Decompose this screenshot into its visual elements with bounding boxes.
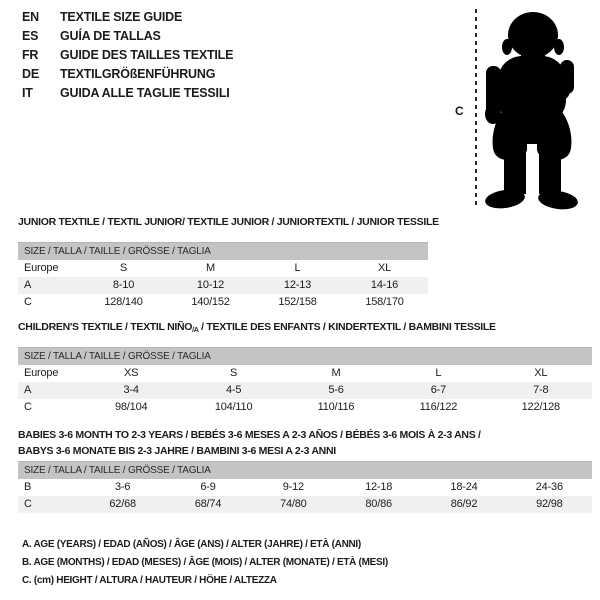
size-cell: M bbox=[331, 367, 341, 379]
lang-code: FR bbox=[22, 48, 39, 62]
row-label: C bbox=[24, 401, 32, 413]
lang-row-it: IT GUIDA ALLE TAGLIE TESSILI bbox=[22, 84, 233, 103]
size-cell: M bbox=[206, 262, 215, 274]
size-cell: 24-36 bbox=[535, 481, 563, 493]
size-cell: 110/116 bbox=[317, 401, 355, 413]
size-cell: 152/158 bbox=[278, 296, 317, 308]
babies-size-table: SIZE / TALLA / TAILLE / GRÖSSE / TAGLIA … bbox=[18, 461, 592, 513]
row-label: A bbox=[24, 279, 32, 291]
row-label: Europe bbox=[24, 367, 59, 379]
title-line-2: BABYS 3-6 MONATE BIS 2-3 JAHRE / BAMBINI… bbox=[18, 445, 336, 457]
size-cell: 74/80 bbox=[280, 498, 307, 510]
children-table-title: CHILDREN'S TEXTILE / TEXTIL NIÑO/A / TEX… bbox=[18, 321, 496, 334]
size-cell: 6-9 bbox=[200, 481, 216, 493]
table-row-height: C 98/104 104/110 110/116 116/122 122/128 bbox=[18, 399, 592, 416]
row-label: C bbox=[24, 296, 32, 308]
size-cell: 86/92 bbox=[450, 498, 478, 510]
legend: A. AGE (YEARS) / EDAD (AÑOS) / ÂGE (ANS)… bbox=[22, 536, 388, 590]
size-cell: L bbox=[435, 367, 442, 379]
size-cell: 80/86 bbox=[365, 498, 392, 510]
size-cell: 98/104 bbox=[114, 401, 148, 413]
size-cell: 4-5 bbox=[225, 384, 242, 396]
table-row-height: C 62/68 68/74 74/80 80/86 86/92 92/98 bbox=[18, 496, 592, 513]
size-cell: 158/170 bbox=[365, 296, 404, 308]
lang-code: ES bbox=[22, 29, 39, 43]
lang-code: DE bbox=[22, 67, 39, 81]
row-label: A bbox=[24, 384, 32, 396]
size-cell: 14-16 bbox=[370, 279, 399, 291]
size-cell: 116/122 bbox=[419, 401, 458, 413]
title-text: / TEXTILE DES ENFANTS / KINDERTEXTIL / B… bbox=[198, 321, 496, 333]
size-cell: 5-6 bbox=[328, 384, 344, 396]
row-label: C bbox=[24, 498, 32, 510]
size-cell: 3-6 bbox=[115, 481, 131, 493]
lang-title: TEXTILE SIZE GUIDE bbox=[60, 10, 183, 24]
title-subscript: /A bbox=[192, 327, 199, 334]
legend-line-b: B. AGE (MONTHS) / EDAD (MESES) / ÂGE (MO… bbox=[22, 557, 388, 568]
lang-title: GUÍA DE TALLAS bbox=[60, 29, 161, 43]
table-row-height: C 128/140 140/152 152/158 158/170 bbox=[18, 294, 428, 311]
babies-table-title: BABIES 3-6 MONTH TO 2-3 YEARS / BEBÉS 3-… bbox=[18, 427, 578, 459]
size-cell: XL bbox=[534, 367, 548, 379]
size-cell: 68/74 bbox=[194, 498, 222, 510]
baby-silhouette-icon bbox=[485, 12, 578, 210]
legend-line-a: A. AGE (YEARS) / EDAD (AÑOS) / ÂGE (ANS)… bbox=[22, 539, 361, 550]
junior-table-title: JUNIOR TEXTILE / TEXTIL JUNIOR/ TEXTILE … bbox=[18, 216, 439, 228]
size-header-band: SIZE / TALLA / TAILLE / GRÖSSE / TAGLIA bbox=[18, 461, 592, 479]
size-cell: 6-7 bbox=[430, 384, 447, 396]
row-label: Europe bbox=[24, 262, 59, 274]
size-cell: 9-12 bbox=[282, 481, 304, 493]
table-row-months: B 3-6 6-9 9-12 12-18 18-24 24-36 bbox=[18, 479, 592, 496]
size-cell: 62/68 bbox=[109, 498, 136, 510]
lang-row-de: DE TEXTILGRÖßENFÜHRUNG bbox=[22, 65, 233, 84]
lang-title: TEXTILGRÖßENFÜHRUNG bbox=[60, 67, 216, 81]
lang-title: GUIDA ALLE TAGLIE TESSILI bbox=[60, 86, 230, 100]
title-text: CHILDREN'S TEXTILE / TEXTIL NIÑO bbox=[18, 321, 193, 333]
size-cell: 8-10 bbox=[112, 279, 135, 291]
lang-row-fr: FR GUIDE DES TAILLES TEXTILE bbox=[22, 46, 233, 65]
table-row-europe: Europe S M L XL bbox=[18, 260, 428, 277]
junior-size-table: SIZE / TALLA / TAILLE / GRÖSSE / TAGLIA … bbox=[18, 242, 428, 311]
table-row-age: A 8-10 10-12 12-13 14-16 bbox=[18, 277, 428, 294]
size-cell: 128/140 bbox=[104, 296, 143, 308]
lang-title: GUIDE DES TAILLES TEXTILE bbox=[60, 48, 234, 62]
size-header-band: SIZE / TALLA / TAILLE / GRÖSSE / TAGLIA bbox=[18, 242, 428, 260]
size-cell: 92/98 bbox=[536, 498, 563, 510]
lang-row-en: EN TEXTILE SIZE GUIDE bbox=[22, 8, 233, 27]
height-label-c: C bbox=[455, 104, 464, 118]
size-cell: XL bbox=[377, 262, 392, 274]
size-cell: 18-24 bbox=[450, 481, 478, 493]
size-cell: 3-4 bbox=[123, 384, 140, 396]
size-cell: 122/128 bbox=[521, 401, 561, 413]
size-cell: S bbox=[230, 367, 238, 379]
table-row-age: A 3-4 4-5 5-6 6-7 7-8 bbox=[18, 382, 592, 399]
size-cell: 7-8 bbox=[533, 384, 549, 396]
size-cell: 12-13 bbox=[283, 279, 312, 291]
size-cell: L bbox=[294, 262, 301, 274]
size-cell: 12-18 bbox=[365, 481, 393, 493]
size-cell: XS bbox=[124, 367, 139, 379]
language-list: EN TEXTILE SIZE GUIDE ES GUÍA DE TALLAS … bbox=[22, 8, 233, 103]
size-header-band: SIZE / TALLA / TAILLE / GRÖSSE / TAGLIA bbox=[18, 347, 592, 365]
size-cell: 140/152 bbox=[191, 296, 230, 308]
lang-row-es: ES GUÍA DE TALLAS bbox=[22, 27, 233, 46]
legend-line-c: C. (cm) HEIGHT / ALTURA / HAUTEUR / HÖHE… bbox=[22, 575, 277, 586]
size-cell: 104/110 bbox=[214, 401, 253, 413]
table-row-europe: Europe XS S M L XL bbox=[18, 365, 592, 382]
height-dashed-line bbox=[475, 9, 477, 207]
lang-code: EN bbox=[22, 10, 39, 24]
lang-code: IT bbox=[22, 86, 33, 100]
children-size-table: SIZE / TALLA / TAILLE / GRÖSSE / TAGLIA … bbox=[18, 347, 592, 416]
size-cell: 10-12 bbox=[196, 279, 225, 291]
row-label: B bbox=[24, 481, 32, 493]
title-line-1: BABIES 3-6 MONTH TO 2-3 YEARS / BEBÉS 3-… bbox=[18, 429, 481, 441]
size-cell: S bbox=[119, 262, 128, 274]
